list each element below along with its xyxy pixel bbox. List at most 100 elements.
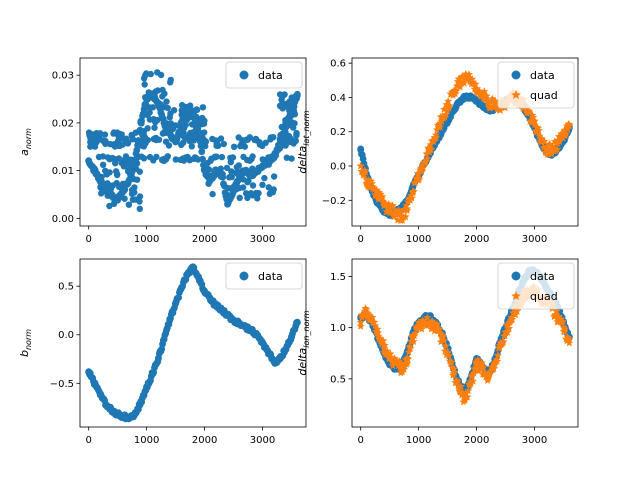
quad-point [362, 308, 371, 316]
data-point [249, 182, 257, 189]
data-point [235, 134, 242, 141]
data-point [253, 167, 261, 175]
quad-point [505, 324, 514, 332]
quad-point [356, 318, 365, 326]
legend-marker-quad [511, 291, 521, 300]
data-point [144, 125, 151, 132]
legend-marker-data [511, 70, 521, 80]
plot-area [85, 69, 301, 212]
data-point [159, 130, 167, 137]
data-point [135, 137, 142, 144]
quad-point [361, 168, 370, 176]
data-point [170, 107, 178, 114]
y-tick-label: 1.0 [330, 323, 346, 334]
data-point [120, 186, 127, 194]
data-point [198, 148, 206, 156]
quad-point [441, 110, 450, 118]
y-tick-label: 0.4 [330, 93, 346, 104]
data-point [195, 129, 203, 136]
y-axis-label-base: b [18, 350, 31, 357]
quad-point [484, 374, 493, 383]
x-tick-label: 2000 [464, 234, 489, 245]
data-point [172, 300, 180, 308]
quad-point [493, 351, 502, 359]
quad-point [547, 149, 556, 158]
quad-point [435, 324, 444, 333]
quad-point [530, 116, 539, 125]
quad-point [439, 332, 448, 340]
quad-point [408, 193, 416, 202]
quad-point [484, 96, 493, 105]
x-tick-label: 1000 [406, 234, 431, 245]
data-point [209, 135, 216, 143]
quad-point [559, 130, 568, 139]
quad-point [420, 158, 429, 166]
data-point [190, 129, 197, 136]
data-point [143, 70, 150, 77]
data-point [267, 134, 275, 141]
data-point [282, 345, 290, 353]
quad-point [417, 324, 426, 333]
data-point [254, 195, 261, 202]
quad-point [409, 337, 418, 345]
y-tick-label: 0.01 [52, 166, 74, 177]
data-point [247, 172, 255, 179]
quad-point [437, 113, 446, 122]
data-point [234, 177, 242, 185]
y-tick-label: 0.2 [330, 127, 346, 138]
quad-point [379, 343, 388, 352]
data-point [212, 167, 220, 175]
data-point [136, 205, 143, 212]
quad-point [441, 341, 450, 350]
data-point [259, 181, 266, 188]
quad-point [391, 359, 400, 367]
data-point [143, 384, 151, 392]
x-tick-label: 3000 [522, 234, 547, 245]
y-tick-label: 0.02 [52, 118, 74, 129]
data-point [125, 201, 133, 208]
quad-point [547, 144, 556, 153]
data-point [218, 307, 226, 314]
data-point [264, 157, 272, 165]
quad-point [447, 358, 456, 366]
data-point [142, 101, 150, 108]
quad-point [460, 79, 469, 87]
y-tick-label: 0.00 [52, 214, 74, 225]
quad-point [397, 213, 406, 221]
quad-point [401, 212, 410, 221]
quad-point [478, 364, 487, 372]
quad-point [565, 338, 574, 347]
data-point [118, 131, 125, 138]
data-point [157, 71, 165, 79]
data-point [266, 190, 273, 197]
data-point [87, 143, 94, 150]
data-point [91, 379, 98, 387]
data-point [224, 311, 232, 319]
legend: data quad [497, 262, 575, 310]
quad-point [466, 379, 475, 388]
legend-marker-quad [511, 90, 521, 99]
quad-point [542, 144, 551, 153]
data-point [159, 156, 166, 164]
quad-point [432, 323, 440, 331]
quad-point [558, 317, 567, 326]
data-point [450, 107, 457, 115]
data-point [98, 190, 105, 197]
data-point [140, 75, 148, 82]
data-point [154, 355, 162, 363]
x-tick-label: 3000 [522, 435, 547, 446]
quad-point [461, 72, 469, 81]
quad-point [408, 333, 417, 342]
data-point [235, 162, 242, 169]
data-point [276, 91, 284, 98]
data-point [189, 263, 197, 271]
quad-point [436, 123, 445, 131]
data-point [473, 97, 480, 105]
data-point [235, 319, 243, 327]
quad-point [385, 354, 394, 362]
data-point [85, 368, 93, 376]
y-tick-label: 0.5 [330, 374, 346, 385]
data-point [182, 154, 190, 161]
data-point [285, 137, 293, 144]
data-point [282, 119, 290, 127]
